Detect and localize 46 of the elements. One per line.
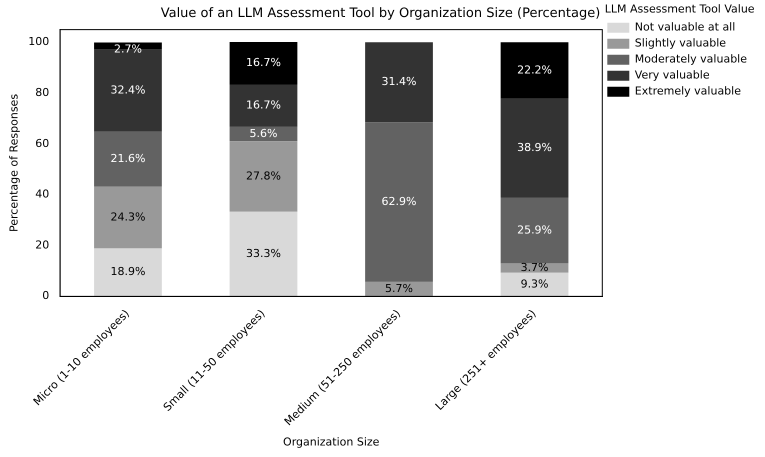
bar [230, 141, 298, 212]
y-axis-title: Percentage of Responses [7, 94, 20, 232]
bar [365, 122, 433, 282]
legend-label: Slightly valuable [634, 36, 726, 50]
bar [500, 272, 568, 296]
bar [365, 42, 433, 122]
data-label: 3.7% [520, 260, 549, 274]
data-label: 33.3% [246, 246, 281, 260]
data-label: 24.3% [110, 210, 146, 224]
data-label: 21.6% [110, 152, 146, 166]
bar [230, 84, 298, 127]
bar [500, 198, 568, 264]
legend-label: Extremely valuable [634, 84, 742, 98]
legend-label: Very valuable [634, 68, 710, 82]
bar [94, 248, 162, 296]
bar [230, 212, 298, 296]
bar [500, 42, 568, 99]
y-tick-label: 100 [28, 35, 50, 48]
y-tick-label: 40 [35, 188, 50, 201]
data-label: 18.9% [110, 265, 146, 278]
data-label: 32.4% [110, 83, 146, 96]
y-tick-label: 80 [35, 86, 50, 99]
y-tick-label: 0 [42, 289, 50, 302]
bar [94, 186, 162, 248]
data-label: 25.9% [517, 223, 552, 236]
y-tick-label: 20 [35, 238, 50, 252]
chart-title: Value of an LLM Assessment Tool by Organization Size (Percentage) [160, 6, 600, 22]
legend-label: Moderately valuable [634, 52, 748, 66]
data-label: 16.7% [246, 98, 281, 112]
data-label: 5.6% [250, 126, 278, 140]
data-label: 9.3% [520, 277, 549, 290]
data-label: 38.9% [517, 140, 552, 154]
bar [500, 98, 568, 198]
data-label: 5.7% [385, 282, 413, 295]
data-label: 27.8% [246, 169, 281, 182]
data-label: 16.7% [246, 56, 281, 70]
bar [94, 132, 162, 187]
bar [230, 42, 298, 84]
data-label: 22.2% [517, 63, 552, 76]
x-axis-title: Organization Size [283, 435, 380, 448]
legend-label: Not valuable at all [634, 20, 736, 34]
data-label: 62.9% [382, 194, 416, 208]
data-label: 31.4% [382, 75, 416, 88]
legend-title: LLM Assessment Tool Value [604, 2, 755, 16]
y-tick-label: 60 [35, 136, 50, 150]
data-label: 2.7% [114, 42, 142, 56]
